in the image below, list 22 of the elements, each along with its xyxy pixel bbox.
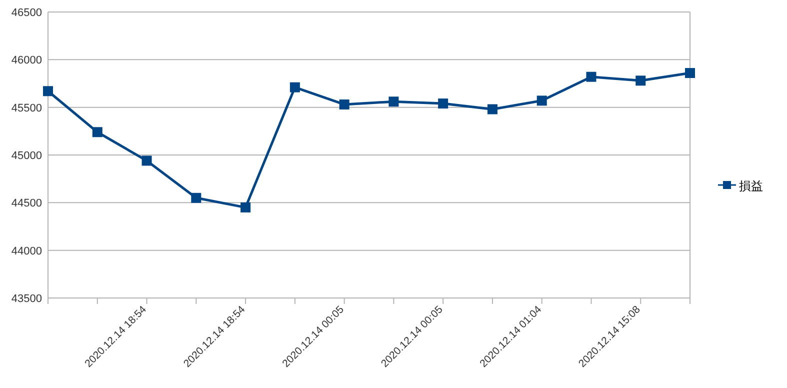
point xyxy=(290,82,300,92)
y-tick-label: 45500 xyxy=(11,102,42,114)
y-tick-label: 46500 xyxy=(11,7,42,19)
y-tick-label: 44500 xyxy=(11,198,42,210)
point xyxy=(636,76,646,86)
point xyxy=(487,104,498,114)
legend-label: 損益 xyxy=(739,179,763,193)
point xyxy=(586,72,596,82)
point xyxy=(240,202,251,212)
point xyxy=(438,98,448,109)
point xyxy=(92,127,102,138)
y-tick-label: 44000 xyxy=(11,245,42,258)
point xyxy=(43,86,53,96)
point xyxy=(388,96,399,107)
point xyxy=(339,99,350,110)
y-tick-label: 45000 xyxy=(11,150,42,162)
point xyxy=(536,96,547,106)
y-tick-label: 43500 xyxy=(11,293,42,305)
point xyxy=(191,192,202,203)
point xyxy=(685,68,695,78)
point xyxy=(142,156,152,166)
y-tick-label: 46000 xyxy=(11,54,42,67)
